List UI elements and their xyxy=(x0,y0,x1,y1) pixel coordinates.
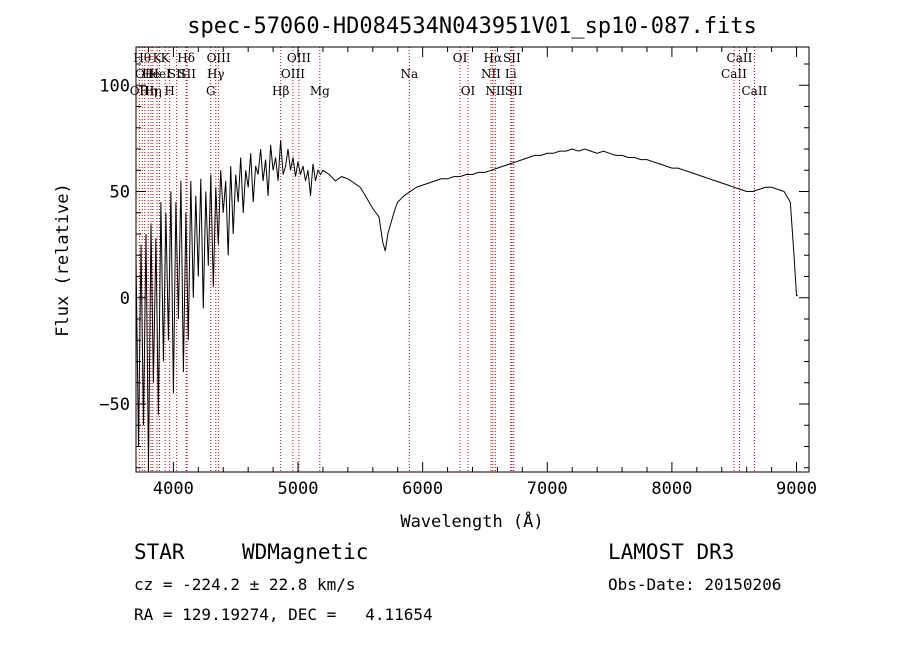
emission-line-markers: OIIHθOIIHηHeHηKHeIKHSIIHδSIIGHγOIIIHβOII… xyxy=(130,47,768,472)
line-label: K xyxy=(153,51,163,65)
line-label: OI xyxy=(453,51,468,65)
y-tick-label: 50 xyxy=(110,183,130,203)
x-tick-label: 8000 xyxy=(651,479,692,499)
x-axis-label: Wavelength (Å) xyxy=(400,510,543,532)
line-label: CaII xyxy=(721,67,747,81)
line-label: OI xyxy=(461,84,476,98)
redshift-cz: cz = -224.2 ± 22.8 km/s xyxy=(134,575,356,594)
line-label: Mg xyxy=(310,84,330,98)
survey-name: LAMOST DR3 xyxy=(608,540,735,564)
line-label: OIII xyxy=(287,51,311,65)
line-label: He xyxy=(142,67,160,81)
object-subclass: WDMagnetic xyxy=(242,540,369,564)
line-label: K xyxy=(161,51,171,65)
line-label: H xyxy=(164,84,174,98)
line-label: NII xyxy=(481,67,501,81)
line-label: CaII xyxy=(727,51,753,65)
object-type: STAR xyxy=(134,540,185,564)
line-label: Hβ xyxy=(272,84,289,98)
line-label: Na xyxy=(400,67,418,81)
y-tick-label: −50 xyxy=(99,395,130,415)
line-label: Hθ xyxy=(133,51,151,65)
line-label: OII xyxy=(135,67,155,81)
ra-dec: RA = 129.19274, DEC = 4.11654 xyxy=(134,605,433,624)
line-label: Hγ xyxy=(207,67,225,81)
line-label: Hδ xyxy=(177,51,195,65)
observation-date: Obs-Date: 20150206 xyxy=(608,575,782,594)
line-label: G xyxy=(206,84,216,98)
x-tick-label: 6000 xyxy=(402,479,443,499)
line-label: Hη xyxy=(144,84,162,98)
y-tick-label: 0 xyxy=(120,289,130,309)
spectrum-series xyxy=(135,140,798,468)
line-label: OII xyxy=(130,84,150,98)
line-label: Hη xyxy=(139,84,157,98)
chart-title: spec-57060-HD084534N043951V01_sp10-087.f… xyxy=(187,14,757,39)
line-label: Hα xyxy=(484,51,503,65)
x-tick-label: 4000 xyxy=(153,479,194,499)
y-axis-label: Flux (relative) xyxy=(53,183,73,337)
axis-ticks: 4000 5000 6000 7000 8000 9000 −50 0 50 100 xyxy=(99,47,817,499)
line-label: SII xyxy=(168,67,186,81)
x-tick-label: 9000 xyxy=(776,479,817,499)
x-tick-label: 7000 xyxy=(527,479,568,499)
line-label: OIII xyxy=(207,51,231,65)
line-label: SII xyxy=(505,84,523,98)
line-label: Li xyxy=(505,67,517,81)
line-label: OIII xyxy=(281,67,305,81)
line-label: SII xyxy=(178,67,196,81)
y-tick-label: 100 xyxy=(99,76,130,96)
x-tick-label: 5000 xyxy=(278,479,319,499)
line-label: CaII xyxy=(741,84,767,98)
line-label: SII xyxy=(503,51,521,65)
line-label: NII xyxy=(485,84,505,98)
plot-frame xyxy=(135,46,810,473)
